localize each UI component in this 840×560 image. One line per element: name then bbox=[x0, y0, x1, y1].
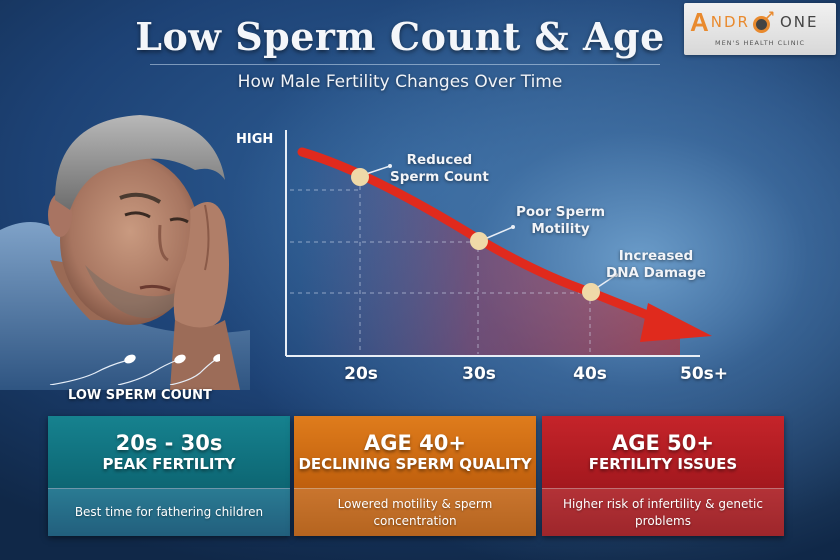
card-declining-quality: AGE 40+ DECLINING SPERM QUALITY Lowered … bbox=[294, 416, 536, 536]
card-title: FERTILITY ISSUES bbox=[588, 454, 738, 473]
card-description: Lowered motility & sperm concentration bbox=[294, 488, 536, 536]
y-axis-high-label: HIGH bbox=[236, 132, 274, 147]
card-age-range: 20s - 30s bbox=[115, 430, 223, 455]
clinic-logo: A NDR ↗ ONE MEN'S HEALTH CLINIC bbox=[684, 3, 836, 55]
card-age-range: AGE 50+ bbox=[612, 430, 714, 455]
annotation-line: Motility bbox=[531, 220, 590, 237]
logo-letter-a: A bbox=[690, 6, 711, 37]
card-fertility-issues: AGE 50+ FERTILITY ISSUES Higher risk of … bbox=[542, 416, 784, 536]
sperm-graphic bbox=[40, 345, 223, 386]
card-description: Best time for fathering children bbox=[48, 488, 290, 536]
card-header: AGE 40+ DECLINING SPERM QUALITY bbox=[294, 416, 536, 488]
logo-tagline: MEN'S HEALTH CLINIC bbox=[714, 39, 806, 47]
card-peak-fertility: 20s - 30s PEAK FERTILITY Best time for f… bbox=[48, 416, 290, 536]
card-header: AGE 50+ FERTILITY ISSUES bbox=[542, 416, 784, 488]
title-divider bbox=[150, 64, 660, 65]
card-age-range: AGE 40+ bbox=[364, 430, 466, 455]
annotation-line: Increased bbox=[618, 248, 694, 264]
low-sperm-count-label: LOW SPERM COUNT bbox=[68, 388, 212, 403]
logo-letters-ndr: NDR bbox=[710, 13, 750, 31]
card-title: PEAK FERTILITY bbox=[102, 454, 236, 473]
data-point-markers bbox=[351, 164, 618, 301]
annotation-line: Sperm Count bbox=[390, 168, 489, 185]
x-tick-20s: 20s bbox=[344, 364, 378, 384]
logo-letters-one: ONE bbox=[779, 13, 819, 31]
x-tick-50s-plus: 50s+ bbox=[679, 364, 729, 384]
x-tick-30s: 30s bbox=[462, 364, 496, 384]
fertility-decline-chart: HIGH Reduced Sperm Count Poor Sperm Moti… bbox=[220, 120, 740, 400]
annotation-reduced-sperm-count: Reduced Sperm Count bbox=[390, 152, 489, 186]
annotation-increased-dna-damage: Increased DNA Damage bbox=[606, 248, 706, 282]
annotation-line: Reduced bbox=[406, 152, 473, 168]
age-stage-cards: 20s - 30s PEAK FERTILITY Best time for f… bbox=[48, 416, 788, 536]
male-symbol-icon: ↗ bbox=[752, 9, 775, 33]
x-tick-40s: 40s bbox=[573, 364, 607, 384]
card-header: 20s - 30s PEAK FERTILITY bbox=[48, 416, 290, 488]
card-description: Higher risk of infertility & genetic pro… bbox=[542, 488, 784, 536]
annotation-line: Poor Sperm bbox=[516, 204, 606, 220]
card-title: DECLINING SPERM QUALITY bbox=[298, 454, 532, 473]
page-title: Low Sperm Count & Age bbox=[135, 14, 665, 59]
worried-man-photo bbox=[0, 90, 250, 390]
annotation-line: DNA Damage bbox=[606, 264, 706, 281]
annotation-poor-sperm-motility: Poor Sperm Motility bbox=[516, 204, 605, 238]
page-subtitle: How Male Fertility Changes Over Time bbox=[237, 72, 563, 92]
